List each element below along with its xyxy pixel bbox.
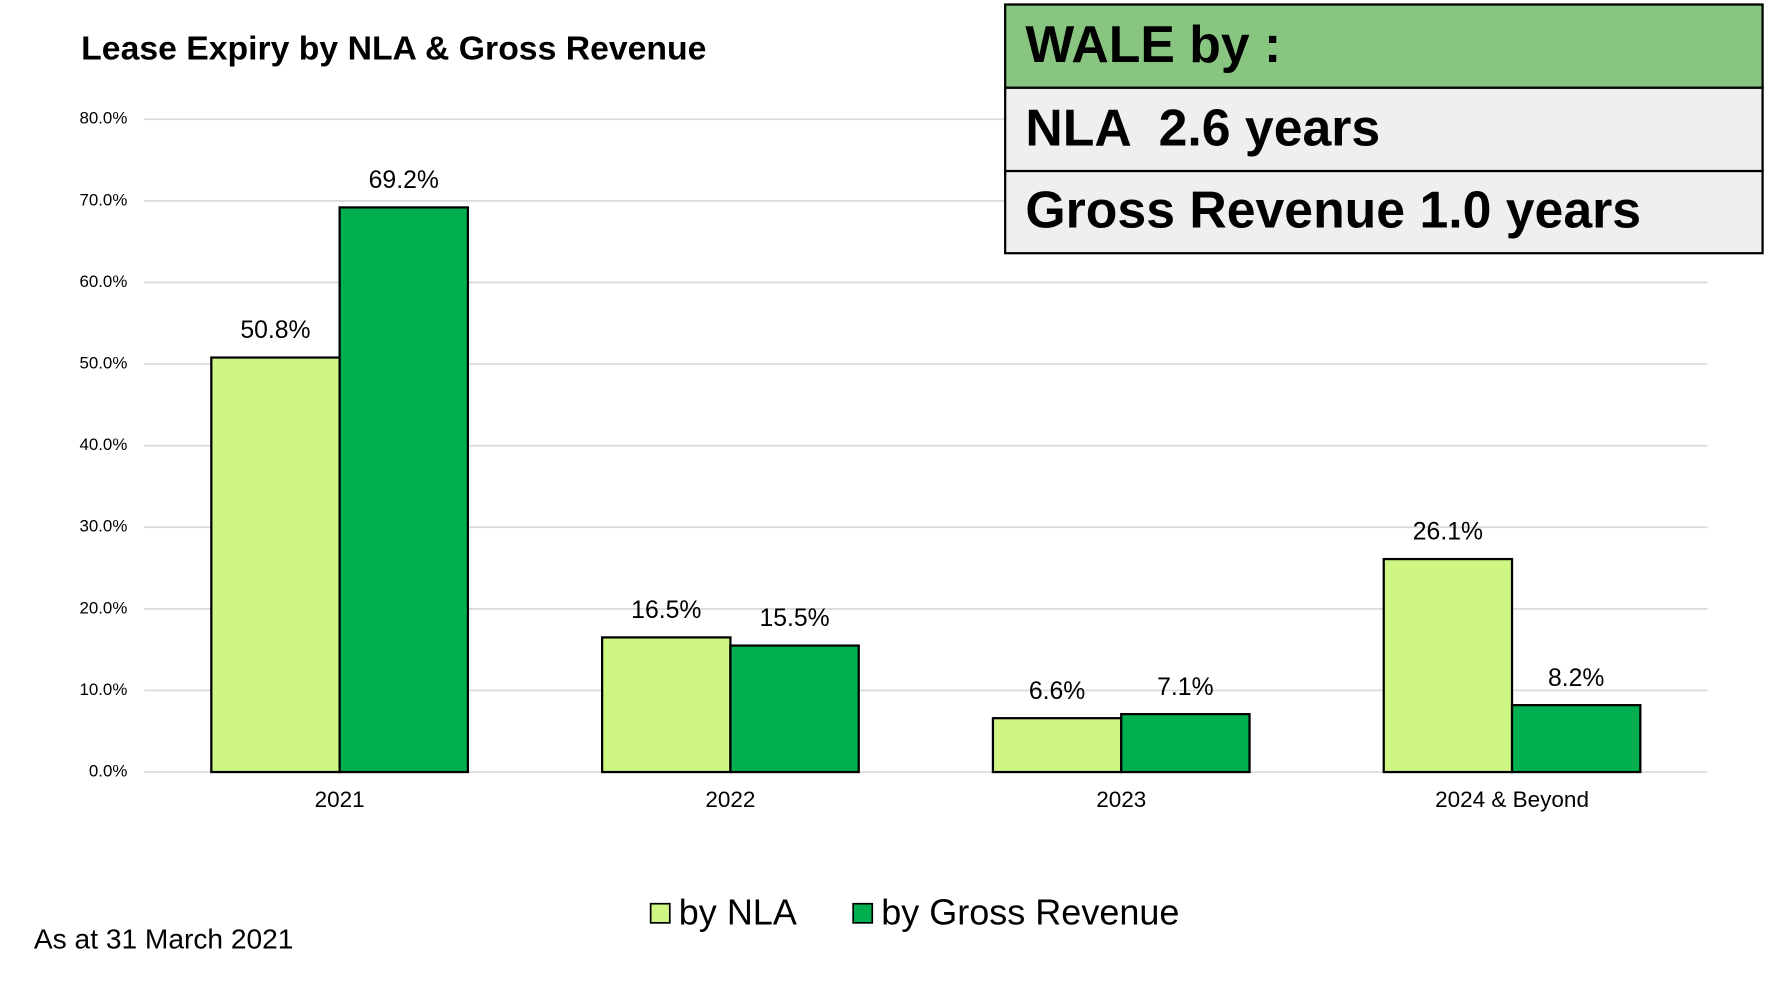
bar (991, 717, 1123, 774)
bar (1120, 712, 1251, 774)
info-text: NLA 2.6 years (1025, 98, 1380, 156)
y-tick-label: 20.0% (79, 598, 127, 617)
legend-label: by Gross Revenue (881, 891, 1179, 932)
x-tick-label: 2022 (705, 787, 755, 812)
bar (1510, 704, 1642, 774)
x-tick-label: 2021 (315, 787, 365, 812)
bar (601, 636, 732, 774)
y-tick-label: 40.0% (79, 435, 127, 454)
info-text: Gross Revenue 1.0 years (1025, 181, 1641, 239)
data-label: 16.5% (631, 597, 701, 624)
y-tick-label: 0.0% (89, 761, 127, 780)
data-label: 6.6% (1029, 678, 1085, 705)
y-tick-label: 60.0% (79, 272, 127, 291)
data-label: 15.5% (759, 605, 829, 632)
bar (338, 206, 470, 774)
data-label: 50.8% (240, 317, 310, 344)
legend-label: by NLA (679, 891, 797, 932)
data-label: 26.1% (1413, 519, 1483, 546)
x-tick-label: 2023 (1096, 787, 1146, 812)
info-row (1004, 169, 1764, 255)
y-tick-label: 70.0% (79, 190, 127, 209)
footnote: As at 31 March 2021 (34, 923, 294, 954)
info-header (1004, 3, 1764, 89)
info-text: WALE by : (1025, 15, 1281, 73)
data-label: 69.2% (369, 167, 439, 194)
bar (729, 644, 860, 774)
legend-swatch (852, 902, 874, 924)
legend-swatch (649, 902, 671, 924)
y-tick-label: 50.0% (79, 354, 127, 373)
y-tick-label: 30.0% (79, 517, 127, 536)
y-tick-label: 10.0% (79, 680, 127, 699)
data-label: 7.1% (1157, 674, 1213, 701)
info-row (1004, 86, 1764, 173)
chart-title: Lease Expiry by NLA & Gross Revenue (81, 30, 706, 68)
x-tick-label: 2024 & Beyond (1435, 787, 1589, 812)
bar (210, 356, 341, 774)
y-tick-label: 80.0% (79, 109, 127, 128)
bar (1382, 557, 1514, 774)
data-label: 8.2% (1548, 665, 1604, 692)
